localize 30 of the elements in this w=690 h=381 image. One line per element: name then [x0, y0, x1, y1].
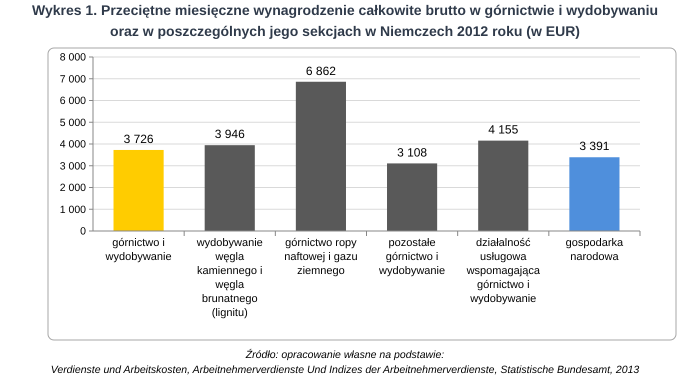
x-tick-label: pozostałe górnictwo i wydobywanie — [378, 237, 446, 277]
data-label: 3 391 — [579, 139, 610, 154]
x-tick-label: górnictwo ropy naftowej i gazu ziemnego — [284, 237, 358, 277]
y-tick-label: 6 000 — [60, 95, 86, 108]
x-tick-label: wydobywanie węgla kamiennego i węgla brunatnego (lignitu) — [196, 237, 263, 319]
bar — [569, 157, 620, 231]
chart-title: Wykres 1. Przeciętne miesięczne wynagrodzenie całkowite brutto w górnictwie i wydobywaniu oraz w poszczególnych jego sekcjach w Niemczech 2012 roku (w EUR) — [32, 2, 658, 39]
bar — [114, 150, 164, 231]
y-tick-label: 3 000 — [60, 160, 86, 172]
x-tick-label: górnictwo i wydobywanie — [104, 237, 172, 263]
data-label: 6 862 — [306, 64, 336, 78]
text: Verdienste und Arbeitskosten, Arbeitnehmerverdienste Und Indizes der Arbeitnehmerverdienste, Statistische Bundesamt, 2013 — [50, 364, 640, 376]
data-label: 3 726 — [124, 132, 154, 146]
y-tick-label: 2 000 — [60, 182, 86, 194]
y-tick-label: 8 000 — [60, 52, 86, 64]
data-label: 4 155 — [488, 122, 519, 137]
y-tick-label: 4 000 — [60, 138, 86, 151]
y-tick-label: 0 — [80, 226, 86, 238]
x-tick-label: działalność usługowa wspomagająca górnictwo i wydobywanie — [466, 237, 541, 305]
bar — [478, 140, 528, 231]
bar — [296, 82, 346, 231]
data-label: 3 108 — [397, 145, 428, 160]
data-label: 3 946 — [214, 127, 246, 142]
x-tick-label: gospodarka narodowa — [566, 237, 624, 263]
y-tick-label: 1 000 — [60, 204, 86, 216]
bar — [204, 145, 255, 231]
y-tick-label: 7 000 — [60, 73, 86, 86]
y-tick-label: 5 000 — [60, 116, 86, 129]
bar — [387, 163, 438, 231]
text: Źródło: opracowanie własne na podstawie: — [244, 348, 444, 361]
